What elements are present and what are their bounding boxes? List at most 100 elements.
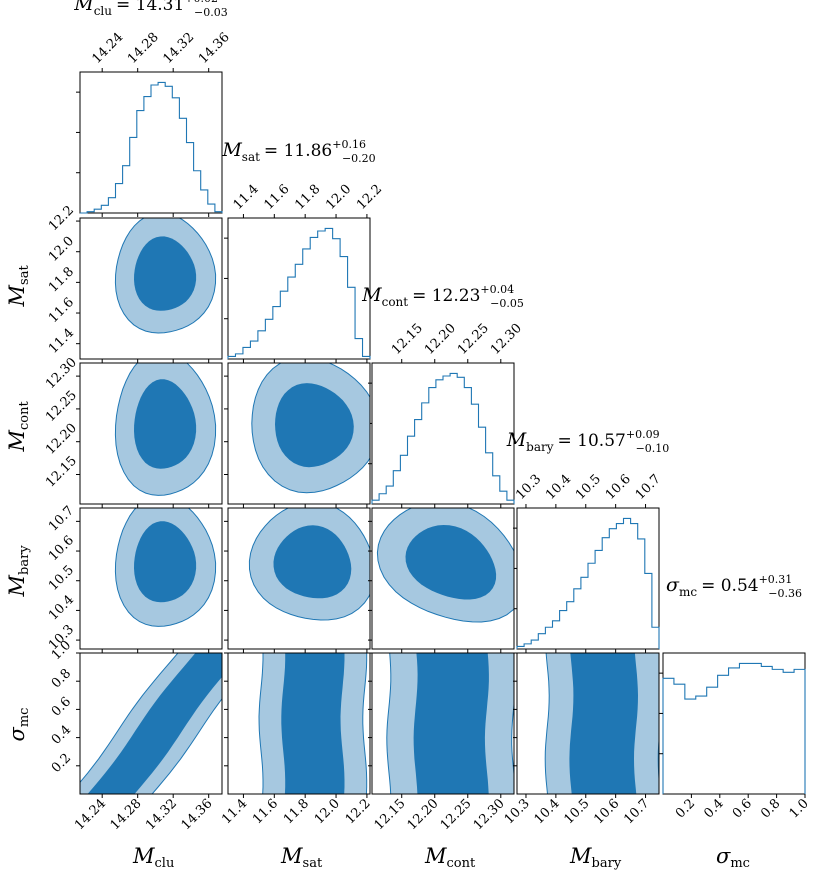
y-tick-label: 10.7	[46, 503, 77, 534]
panel-frame	[79, 652, 223, 795]
y-tick-label: 0.6	[49, 694, 74, 719]
param-title-M_bary: Mbary = 10.57+0.09 −0.10	[506, 428, 670, 455]
panel-frame	[227, 652, 371, 795]
y-tick-label: 12.0	[46, 234, 77, 265]
panel-frame	[227, 507, 371, 650]
x-tick-label: 1.0	[787, 796, 812, 821]
contour-1sigma	[134, 236, 197, 311]
contour-M_clu-M_cont	[114, 363, 217, 496]
contour-M_sat-M_bary	[248, 508, 370, 621]
histogram-M_bary	[516, 517, 660, 649]
x-tick-label: 10.7	[621, 796, 652, 827]
x-tick-label: 0.8	[758, 796, 783, 821]
top-tick-label: 14.36	[196, 30, 233, 67]
top-tick-label: 14.24	[89, 30, 126, 67]
contour-1sigma	[134, 521, 197, 603]
panel-frame	[516, 652, 660, 795]
contour-1sigma	[281, 653, 345, 794]
x-tick-label: 11.6	[250, 796, 281, 827]
contour-M_clu-sigma_mc	[80, 653, 222, 794]
x-tick-label: 14.36	[179, 796, 216, 833]
y-tick-label: 12.25	[43, 388, 80, 425]
histogram-M_cont	[371, 372, 515, 504]
x-tick-label: 14.24	[72, 796, 109, 833]
y-tick-label: 0.8	[49, 666, 74, 691]
y-tick-label: 10.6	[46, 533, 77, 564]
y-axis-label-M_bary: Mbary	[5, 545, 32, 598]
contour-M_bary-sigma_mc	[544, 653, 659, 794]
top-tick-label: 10.4	[543, 472, 574, 503]
x-tick-label: 14.32	[143, 796, 180, 833]
hist-frame-M_clu	[79, 71, 223, 214]
contour-M_cont-sigma_mc	[386, 653, 514, 794]
contour-1sigma	[275, 383, 354, 468]
contour-M_sat-sigma_mc	[258, 653, 368, 794]
x-tick-label: 0.4	[701, 796, 726, 821]
panel-frame	[371, 507, 515, 650]
param-title-M_clu: Mclu= 14.31+0.02−0.03	[73, 0, 228, 19]
hist-frame-M_sat	[227, 217, 371, 360]
x-tick-label: 0.2	[673, 796, 698, 821]
histogram-sigma_mc	[662, 662, 806, 794]
x-tick-label: 12.15	[372, 796, 409, 833]
top-tick-label: 11.8	[292, 182, 323, 213]
x-tick-label: 0.6	[730, 796, 755, 821]
y-tick-label: 11.6	[46, 295, 77, 326]
y-tick-label: 12.15	[43, 454, 80, 491]
panel-frame	[79, 507, 223, 650]
top-tick-label: 14.32	[160, 30, 197, 67]
y-axis-label-M_cont: Mcont	[5, 400, 32, 452]
hist-frame-M_bary	[516, 507, 660, 650]
top-tick-label: 12.2	[354, 182, 385, 213]
contour-1sigma	[569, 653, 638, 794]
y-tick-label: 12.20	[43, 421, 80, 458]
contour-M_clu-M_bary	[114, 508, 217, 627]
x-axis-label-M_sat: Msat	[280, 844, 323, 871]
x-tick-label: 11.8	[281, 796, 312, 827]
x-axis-label-sigma_mc: σmc	[716, 844, 750, 871]
panel-frame	[79, 362, 223, 505]
x-tick-label: 10.3	[502, 796, 533, 827]
x-tick-label: 11.4	[219, 796, 250, 827]
y-tick-label: 11.4	[46, 326, 77, 357]
y-axis-label-sigma_mc: σmc	[5, 708, 32, 742]
histogram-M_sat	[227, 227, 371, 359]
panel-frame	[371, 652, 515, 795]
hist-frame-sigma_mc	[662, 652, 806, 795]
contour-1sigma	[134, 379, 197, 469]
x-tick-label: 12.2	[343, 796, 374, 827]
x-tick-label: 12.0	[312, 796, 343, 827]
y-axis-label-M_sat: Msat	[5, 265, 32, 308]
x-axis-label-M_bary: Mbary	[569, 844, 622, 871]
x-axis-label-M_clu: Mclu	[132, 844, 174, 871]
x-axis-label-M_cont: Mcont	[424, 844, 476, 871]
top-tick-label: 12.25	[455, 321, 492, 358]
x-tick-label: 10.4	[532, 796, 563, 827]
contour-M_clu-M_sat	[114, 218, 217, 334]
top-tick-label: 10.6	[603, 472, 634, 503]
param-title-sigma_mc: σmc = 0.54+0.31 −0.36	[666, 573, 802, 600]
top-tick-label: 10.7	[633, 472, 664, 503]
x-tick-label: 14.28	[108, 796, 145, 833]
contour-M_sat-M_cont	[251, 363, 370, 494]
panel-frame	[79, 217, 223, 360]
contour-1sigma	[273, 525, 352, 599]
y-tick-label: 0.4	[49, 723, 74, 748]
x-tick-label: 12.30	[471, 796, 508, 833]
top-tick-label: 11.4	[231, 182, 262, 213]
panel-frame	[227, 362, 371, 505]
y-tick-label: 10.5	[46, 563, 77, 594]
contour-1sigma	[87, 653, 222, 794]
y-tick-label: 0.2	[49, 751, 74, 776]
top-tick-label: 10.5	[573, 472, 604, 503]
x-tick-label: 10.6	[591, 796, 622, 827]
top-tick-label: 12.20	[422, 321, 459, 358]
top-tick-label: 14.28	[125, 30, 162, 67]
top-tick-label: 12.30	[488, 321, 525, 358]
x-tick-label: 12.25	[438, 796, 475, 833]
contour-M_cont-M_bary	[376, 508, 514, 623]
y-tick-label: 12.30	[43, 355, 80, 392]
histogram-M_clu	[80, 81, 223, 214]
param-title-M_sat: Msat = 11.86+0.16 −0.20	[221, 138, 375, 165]
